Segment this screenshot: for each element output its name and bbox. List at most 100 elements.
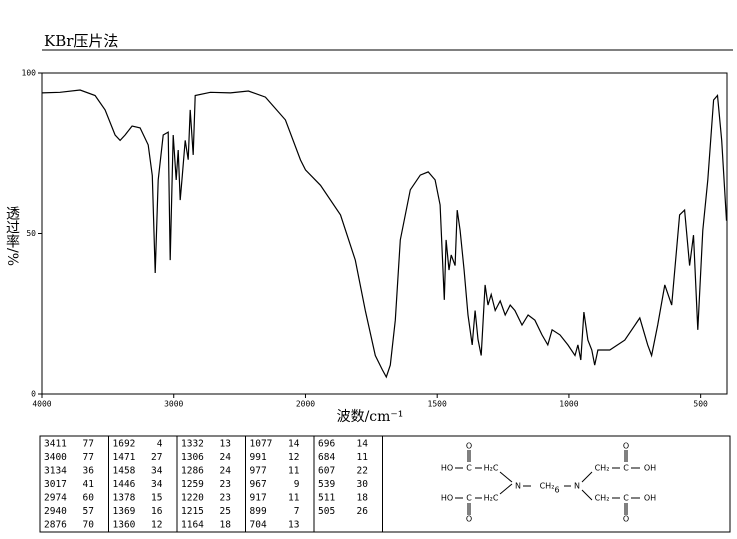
peak-transmittance: 12 <box>288 452 299 463</box>
peak-transmittance: 77 <box>83 439 94 450</box>
peak-transmittance: 22 <box>357 466 368 477</box>
peak-wavenumber: 3017 <box>44 479 67 490</box>
peak-transmittance: 16 <box>151 506 163 517</box>
peak-wavenumber: 1215 <box>181 506 204 517</box>
y-tick-label: 0 <box>31 390 36 399</box>
structure-label: N <box>574 482 580 491</box>
peak-wavenumber: 1077 <box>250 439 273 450</box>
peak-wavenumber: 704 <box>250 520 267 531</box>
peak-transmittance: 11 <box>288 493 300 504</box>
peak-wavenumber: 967 <box>250 479 267 490</box>
peak-transmittance: 36 <box>83 466 95 477</box>
structure-label: OH <box>644 494 656 503</box>
structure-bonds <box>455 450 640 515</box>
peak-transmittance: 24 <box>220 466 232 477</box>
peak-wavenumber: 2974 <box>44 493 67 504</box>
peak-transmittance: 23 <box>220 493 231 504</box>
peak-wavenumber: 1360 <box>113 520 136 531</box>
peak-transmittance: 30 <box>357 479 369 490</box>
structure-label: OH <box>644 464 656 473</box>
structure-label: CH₂ <box>595 494 610 503</box>
structure-label: C <box>466 464 472 473</box>
peak-wavenumber: 3134 <box>44 466 67 477</box>
peak-wavenumber: 1471 <box>113 452 136 463</box>
peak-transmittance: 70 <box>83 520 95 531</box>
x-tick-label: 500 <box>693 400 708 409</box>
peak-wavenumber: 899 <box>250 506 267 517</box>
peak-wavenumber: 991 <box>250 452 267 463</box>
peak-wavenumber: 1446 <box>113 479 136 490</box>
peak-wavenumber: 607 <box>318 466 335 477</box>
peak-transmittance: 27 <box>151 452 162 463</box>
structure-label: C <box>623 494 629 503</box>
structure-label: C <box>466 494 472 503</box>
structure-label: H₂C <box>484 494 499 503</box>
peak-transmittance: 9 <box>294 479 300 490</box>
peak-transmittance: 77 <box>83 452 94 463</box>
peak-wavenumber: 1220 <box>181 493 204 504</box>
peak-wavenumber: 1286 <box>181 466 204 477</box>
peak-transmittance: 7 <box>294 506 300 517</box>
peak-transmittance: 24 <box>220 452 232 463</box>
structure-label: N <box>515 482 521 491</box>
peak-wavenumber: 1259 <box>181 479 204 490</box>
peak-wavenumber: 505 <box>318 506 335 517</box>
x-tick-label: 3000 <box>164 400 183 409</box>
peak-transmittance: 4 <box>157 439 163 450</box>
peak-wavenumber: 1369 <box>113 506 136 517</box>
peak-wavenumber: 1458 <box>113 466 136 477</box>
spectrum-line <box>41 89 728 379</box>
peak-transmittance: 26 <box>357 506 369 517</box>
structure-label: 6 <box>554 486 559 495</box>
peak-wavenumber: 684 <box>318 452 335 463</box>
structure-label: C <box>623 464 629 473</box>
peak-wavenumber: 1692 <box>113 439 136 450</box>
peak-transmittance: 23 <box>220 479 231 490</box>
peak-wavenumber: 2940 <box>44 506 67 517</box>
peak-transmittance: 34 <box>151 466 163 477</box>
y-tick-label: 50 <box>26 229 36 238</box>
peak-transmittance: 14 <box>288 439 300 450</box>
structure-label: H₂C <box>484 464 499 473</box>
x-tick-label: 2000 <box>296 400 315 409</box>
y-tick-label: 100 <box>22 69 37 78</box>
peak-wavenumber: 3411 <box>44 439 67 450</box>
x-axis-label: 波数/cm⁻¹ <box>337 409 404 425</box>
peak-wavenumber: 3400 <box>44 452 67 463</box>
peak-transmittance: 18 <box>220 520 232 531</box>
peak-wavenumber: 539 <box>318 479 335 490</box>
peak-transmittance: 12 <box>151 520 162 531</box>
plot-frame <box>41 72 728 395</box>
peak-wavenumber: 1164 <box>181 520 204 531</box>
structure-label: O <box>466 442 472 451</box>
peak-transmittance: 18 <box>357 493 369 504</box>
structure-label: CH₂ <box>595 464 610 473</box>
peak-wavenumber: 1332 <box>181 439 204 450</box>
peak-transmittance: 11 <box>288 466 300 477</box>
peak-wavenumber: 511 <box>318 493 335 504</box>
structure-label: CH₂ <box>540 482 555 491</box>
peak-wavenumber: 977 <box>250 466 267 477</box>
structure-label: O <box>466 515 472 524</box>
peak-wavenumber: 1378 <box>113 493 136 504</box>
chart-title: KBr压片法 <box>44 32 118 50</box>
structure-label: HO <box>441 464 453 473</box>
structure-label: O <box>623 442 629 451</box>
peak-transmittance: 13 <box>288 520 299 531</box>
peak-transmittance: 14 <box>357 439 369 450</box>
structure-label: O <box>623 515 629 524</box>
x-tick-label: 1000 <box>559 400 578 409</box>
peak-transmittance: 60 <box>83 493 95 504</box>
peak-wavenumber: 696 <box>318 439 335 450</box>
peak-transmittance: 25 <box>220 506 231 517</box>
peak-transmittance: 11 <box>357 452 369 463</box>
peak-transmittance: 34 <box>151 479 163 490</box>
peak-wavenumber: 917 <box>250 493 267 504</box>
peak-wavenumber: 2876 <box>44 520 67 531</box>
x-tick-label: 1500 <box>428 400 447 409</box>
peak-transmittance: 13 <box>220 439 231 450</box>
peak-transmittance: 15 <box>151 493 162 504</box>
y-axis-label: 透过率/% <box>4 206 20 266</box>
peak-wavenumber: 1306 <box>181 452 204 463</box>
